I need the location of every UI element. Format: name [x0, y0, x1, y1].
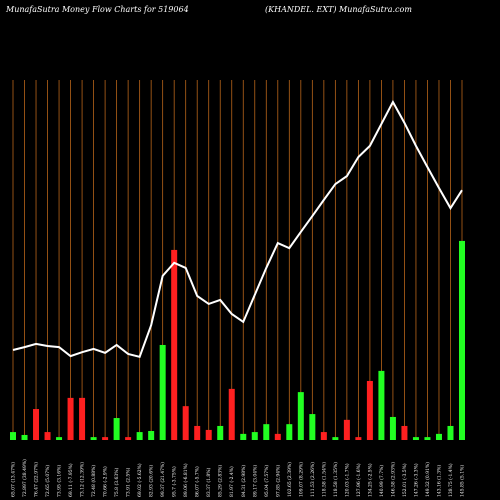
bar — [182, 406, 189, 440]
x-tick-label: 85.29 (2.83%) — [217, 465, 224, 497]
x-tick-label: 89.06 (-6.81%) — [182, 463, 189, 497]
bar — [251, 432, 258, 440]
x-tick-label: 127.96 (-1.6%) — [355, 463, 362, 497]
bar — [125, 437, 132, 440]
money-flow-line — [12, 99, 463, 359]
x-tick-label: 73.91 (2.5%) — [125, 467, 132, 497]
bar — [136, 432, 143, 440]
bar — [228, 388, 235, 440]
bar — [343, 419, 350, 440]
x-tick-label: 86.07 (-5.7%) — [194, 466, 201, 497]
x-tick-label: 72.65 (5.07%) — [44, 465, 51, 497]
x-tick-label: 102.65 (2.39%) — [286, 462, 293, 497]
x-tick-label: 76.47 (22.97%) — [33, 462, 40, 497]
bar — [459, 240, 465, 440]
x-tick-label: 143.16 (1.3%) — [435, 465, 442, 497]
x-tick-label: 147.26 (-3.3%) — [412, 463, 419, 497]
bar — [79, 397, 86, 440]
bar — [194, 425, 201, 440]
bar — [286, 424, 293, 440]
bar — [378, 370, 385, 440]
x-tick-label: 75.8 (3.63%) — [113, 467, 120, 497]
x-tick-label: 118.58 (1.54%) — [320, 462, 327, 497]
bar — [240, 433, 247, 440]
x-tick-label: 81.97 (-2.4%) — [228, 466, 235, 497]
bar — [33, 409, 40, 440]
bar — [113, 418, 120, 440]
bar — [159, 344, 166, 440]
x-tick-label: 111.53 (2.26%) — [309, 462, 316, 497]
bar — [44, 432, 51, 440]
x-tick-label: 89.17 (3.04%) — [251, 465, 258, 497]
x-tick-label: 69.11 (-7.95%) — [67, 463, 74, 497]
x-tick-label: 145.85 (5.1%) — [459, 465, 466, 497]
bar — [67, 397, 74, 440]
bar — [217, 425, 224, 440]
bar — [56, 437, 63, 440]
x-tick-label: 73.95 (3.16%) — [56, 465, 63, 497]
bar — [366, 380, 373, 440]
x-tick-label: 95.04 (7.57%) — [263, 465, 270, 497]
bar — [309, 414, 316, 440]
bar — [10, 432, 16, 440]
bar — [355, 437, 362, 440]
bar — [320, 432, 327, 440]
bar — [263, 424, 270, 440]
bar — [424, 437, 431, 440]
x-tick-label: 118.58 (1.35%) — [332, 462, 339, 497]
x-tick-label: 70.66 (-2.9%) — [102, 466, 109, 497]
bar — [21, 434, 28, 440]
x-tick-label: 72.897 (38.49%) — [21, 459, 28, 497]
bar — [171, 249, 178, 440]
bar — [435, 433, 442, 440]
x-tick-label: 95.7 (-3.75%) — [171, 466, 178, 497]
x-tick-label: 109.07 (8.29%) — [297, 462, 304, 497]
x-tick-label: 152.01 (-3.5%) — [401, 463, 408, 497]
x-tick-label: 99.37 (21.47%) — [159, 462, 166, 497]
bar — [332, 437, 339, 440]
x-tick-label: 82.93 (20.6%) — [148, 465, 155, 497]
chart-subtitle: (KHANDEL. EXT) MunafaSutra.com — [265, 5, 412, 14]
x-tick-label: 138.75 (-1.4%) — [447, 463, 454, 497]
x-tick-label: 84.31 (2.98%) — [240, 465, 247, 497]
x-tick-label: 83.37 (1.8%) — [205, 467, 212, 497]
x-tick-label: 134.25 (-2.5%) — [366, 463, 373, 497]
x-tick-label: 120.03 (-1.7%) — [343, 463, 350, 497]
bar — [102, 437, 109, 440]
bar — [389, 416, 396, 440]
bar — [412, 437, 419, 440]
bar — [297, 392, 304, 440]
x-tick-label: 146.58 (2.93%) — [389, 462, 396, 497]
x-tick-label: 65.07 (13.47%) — [10, 462, 17, 497]
x-tick-label: 69.02 (-5.62%) — [136, 463, 143, 497]
x-tick-label: 97.85 (2.94%) — [274, 465, 281, 497]
bar — [90, 437, 97, 440]
x-tick-label: 73.12 (12.39%) — [79, 462, 86, 497]
x-tick-label: 140.99 (7.7%) — [378, 465, 385, 497]
x-tick-label: 72.48 (0.88%) — [90, 465, 97, 497]
chart-title: MunafaSutra Money Flow Charts for 519064 — [5, 5, 189, 14]
bar — [401, 425, 408, 440]
bar — [148, 431, 155, 440]
bar — [274, 433, 281, 440]
bar — [205, 429, 212, 440]
bar — [447, 425, 454, 440]
x-tick-label: 149.32 (0.91%) — [424, 462, 431, 497]
